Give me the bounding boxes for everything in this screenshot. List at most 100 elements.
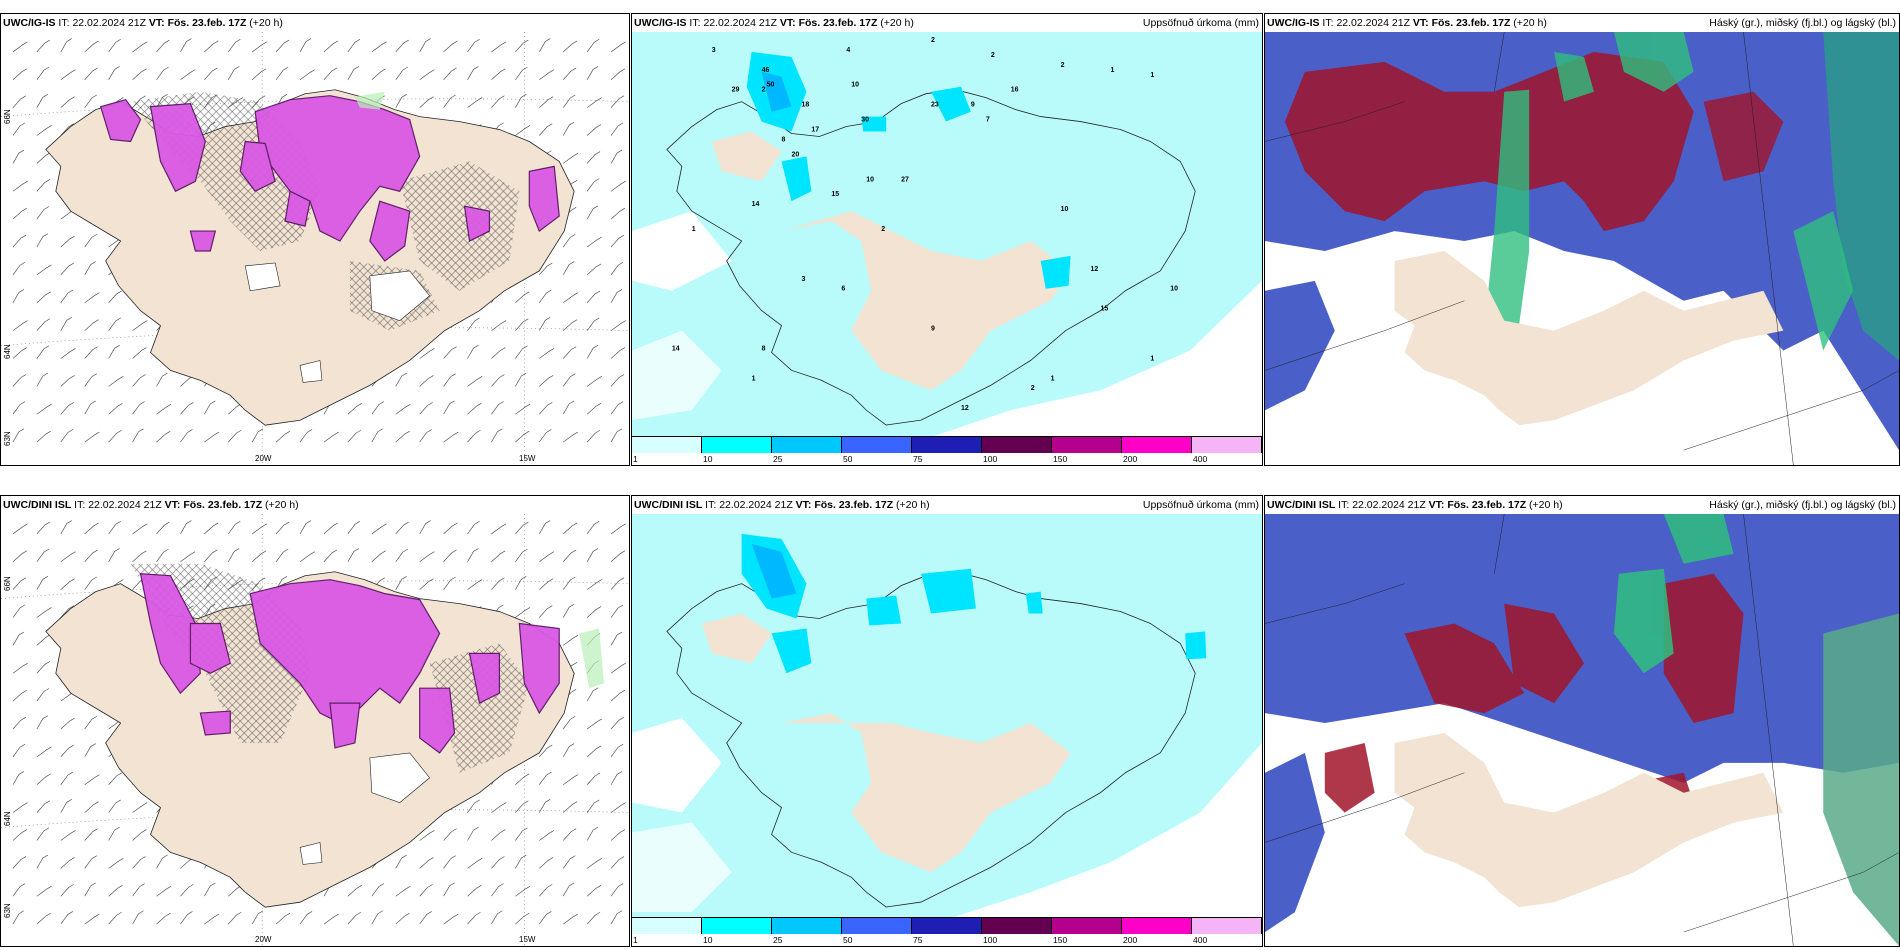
wind-barb xyxy=(323,913,339,925)
wind-barb xyxy=(84,882,96,897)
wind-barb xyxy=(108,826,120,841)
wind-barb xyxy=(515,345,528,359)
wind-barb xyxy=(443,400,455,415)
wind-barb xyxy=(563,774,579,786)
wind-barb xyxy=(610,550,626,563)
wind-barb xyxy=(562,40,578,53)
wind-barb xyxy=(539,551,555,563)
precip-value: 50 xyxy=(767,82,775,89)
colorbar-swatch xyxy=(1122,437,1192,453)
wind-barb xyxy=(36,318,51,331)
wind-barb xyxy=(60,830,76,841)
wind-barb xyxy=(586,178,600,192)
wind-barb xyxy=(60,375,75,387)
precip-value: 2 xyxy=(1061,62,1065,69)
precip-value: 9 xyxy=(971,102,975,109)
wind-barb xyxy=(563,292,579,304)
precip-value: 30 xyxy=(861,117,869,124)
panel-header: UWC/IG-IS IT: 22.02.2024 21Z VT: Fös. 23… xyxy=(632,14,1262,32)
wind-barb xyxy=(204,522,219,535)
lat-label-66: 66N xyxy=(3,576,12,591)
wind-barb xyxy=(539,884,553,897)
wind-barb xyxy=(299,520,312,535)
wind-barb xyxy=(60,884,74,897)
wind-barb xyxy=(60,798,72,813)
wind-barb xyxy=(108,290,122,303)
wind-barb xyxy=(299,551,315,563)
wind-barb xyxy=(132,41,148,53)
wind-barb xyxy=(610,261,624,276)
cloud-map xyxy=(1265,514,1899,946)
wind-barb xyxy=(12,743,26,758)
wind-barb xyxy=(180,429,193,443)
wind-barb xyxy=(586,911,601,925)
wind-barb xyxy=(563,153,579,164)
lat-label-66: 66N xyxy=(3,109,12,124)
wind-barb xyxy=(586,799,600,813)
wind-barb xyxy=(562,94,576,108)
wind-barb xyxy=(132,523,148,535)
wind-barb xyxy=(84,913,100,925)
wind-barb xyxy=(84,292,100,304)
wind-barb xyxy=(586,236,602,248)
wind-barb xyxy=(275,430,291,443)
wind-barb xyxy=(12,910,25,925)
wind-barb xyxy=(132,829,147,841)
wind-barb xyxy=(562,121,575,136)
wind-barb xyxy=(562,319,578,331)
wind-barb xyxy=(539,771,552,785)
wind-barb xyxy=(515,885,531,897)
colorbar-label: 1 xyxy=(633,454,638,464)
wind-barb xyxy=(395,39,409,53)
wind-barb xyxy=(515,318,529,331)
precip-value: 10 xyxy=(1170,286,1178,293)
wind-barb xyxy=(36,345,50,359)
wind-barb xyxy=(12,401,26,415)
wind-barb xyxy=(204,549,218,563)
precip-value: 1 xyxy=(1051,375,1055,382)
wind-barb xyxy=(491,577,505,590)
colorbar-label: 10 xyxy=(702,454,713,464)
wind-barb xyxy=(347,429,362,443)
wind-barb xyxy=(108,38,121,53)
colorbar-swatch xyxy=(701,918,772,934)
wind-barb xyxy=(467,97,483,108)
lat-label-63: 63N xyxy=(3,903,12,918)
wind-barb xyxy=(419,911,432,925)
wind-barb xyxy=(12,261,26,276)
precip-value: 15 xyxy=(831,191,839,198)
wind-barb xyxy=(586,429,601,443)
wind-barb xyxy=(60,96,75,108)
wind-barb xyxy=(586,97,602,108)
wind-barb xyxy=(36,291,51,304)
colorbar-label: 400 xyxy=(1192,935,1208,945)
wind-barb xyxy=(610,207,626,220)
wind-barb xyxy=(108,884,123,897)
wind-barb xyxy=(419,348,435,359)
wind-barb xyxy=(539,911,552,925)
wind-barb xyxy=(36,66,50,80)
wind-barb xyxy=(36,548,50,562)
wind-barb xyxy=(610,320,626,331)
wind-barb xyxy=(60,429,74,443)
wind-barb xyxy=(36,39,51,53)
wind-barb xyxy=(251,910,264,925)
wind-barb xyxy=(467,548,479,562)
wind-barb xyxy=(562,828,577,841)
wind-barb xyxy=(156,548,169,562)
wind-barb xyxy=(467,38,480,53)
wind-barb xyxy=(84,234,97,248)
precip-value: 7 xyxy=(986,117,990,124)
wind-barb xyxy=(467,858,483,869)
wind-barb xyxy=(12,523,28,535)
wind-barb xyxy=(586,344,599,359)
wind-barb xyxy=(491,41,507,53)
wind-barb xyxy=(586,858,602,869)
wind-barb xyxy=(586,402,602,415)
wind-barb xyxy=(491,320,507,331)
precip-map: 3 4 2 2 2 1 1 2 29 10 16 46 50 18 17 30 23 9 7 8 20 27 10 15 14 3… xyxy=(632,32,1262,437)
precip-value: 9 xyxy=(931,326,935,333)
wind-barb xyxy=(586,376,602,387)
precip-value: 2 xyxy=(881,226,885,233)
wind-barb xyxy=(515,403,531,415)
